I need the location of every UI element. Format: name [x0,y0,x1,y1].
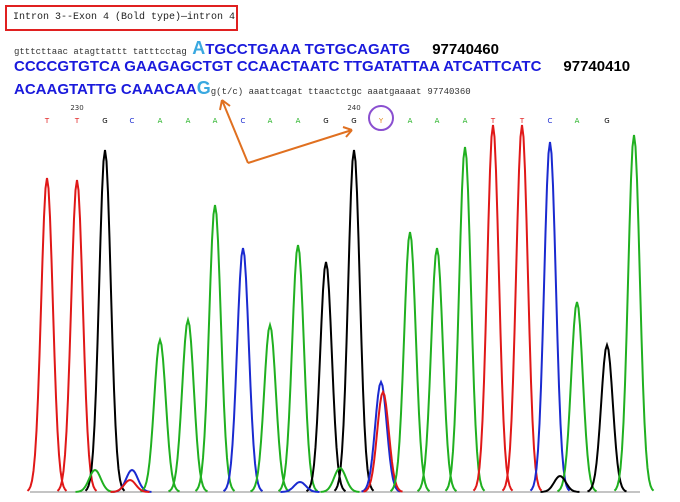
intron-seq: gtttcttaac atagttattt tatttcctag [14,47,193,57]
base-call: A [268,117,273,125]
peak [320,466,360,493]
base-call: Y [378,117,384,125]
intron-seq: g(t/c) aaattcagat ttaactctgc aaatgaaaat [210,87,422,97]
exon-seq: TGCCTGAAA TGTGCAGATG [205,41,411,58]
peak [501,124,543,492]
peak [444,146,486,492]
sequence-line-2: CCCCGTGTCA GAAGAGCTGT CCAACTAATC TTGATAT… [14,58,630,76]
position: 97740360 [427,87,471,97]
base-call: T [74,117,80,125]
peak [363,389,403,493]
peak [587,341,627,493]
base-call: A [186,117,191,125]
base-call: G [351,117,356,125]
base-call: G [102,117,107,125]
base-call: C [241,117,246,125]
base-call: C [548,117,553,125]
start-base: A [192,38,206,58]
base-call: A [463,117,468,125]
base-call: T [44,117,50,125]
peak [140,336,180,493]
position-label: 240 [347,104,360,112]
base-call: G [604,117,609,125]
exon-seq: ACAAGTATTG CAAACAA [14,81,197,98]
variant-circle [368,105,394,131]
peak [194,204,236,492]
peak [305,261,347,493]
base-call: A [158,117,163,125]
peak [280,480,320,493]
peak [556,301,598,493]
title: Intron 3--Exon 4 (Bold type)—intron 4 [13,12,236,23]
exon-seq: CCCCGTGTCA GAAGAGCTGT CCAACTAATC TTGATAT… [14,58,542,75]
arrows [219,99,353,164]
position-label: 230 [70,104,83,112]
base-call: C [130,117,135,125]
base-call: A [575,117,580,125]
position: 97740460 [432,41,499,58]
base-call: A [296,117,301,125]
peak [277,244,319,492]
peak [529,141,571,492]
peak [416,247,458,492]
sequence-line-3: ACAAGTATTG CAAACAAGg(t/c) aaattcagat tta… [14,78,471,99]
base-call: A [213,117,218,125]
base-call: T [519,117,525,125]
peak [472,124,514,492]
peak [56,179,98,492]
peak [75,468,115,493]
peak [389,231,431,492]
peak [26,177,68,492]
peak [84,149,126,492]
peak [110,478,150,493]
peak [540,474,580,493]
position: 97740410 [563,58,631,75]
peak [333,149,375,492]
peak [613,134,655,492]
base-call: G [323,117,328,125]
sequence-line-1: gtttcttaac atagttattt tatttcctag ATGCCTG… [14,38,499,59]
base-call: A [435,117,440,125]
title-box: Intron 3--Exon 4 (Bold type)—intron 4 [5,5,238,31]
base-call: T [490,117,496,125]
base-call: A [408,117,413,125]
peak [222,247,264,492]
end-base: G [196,78,211,98]
